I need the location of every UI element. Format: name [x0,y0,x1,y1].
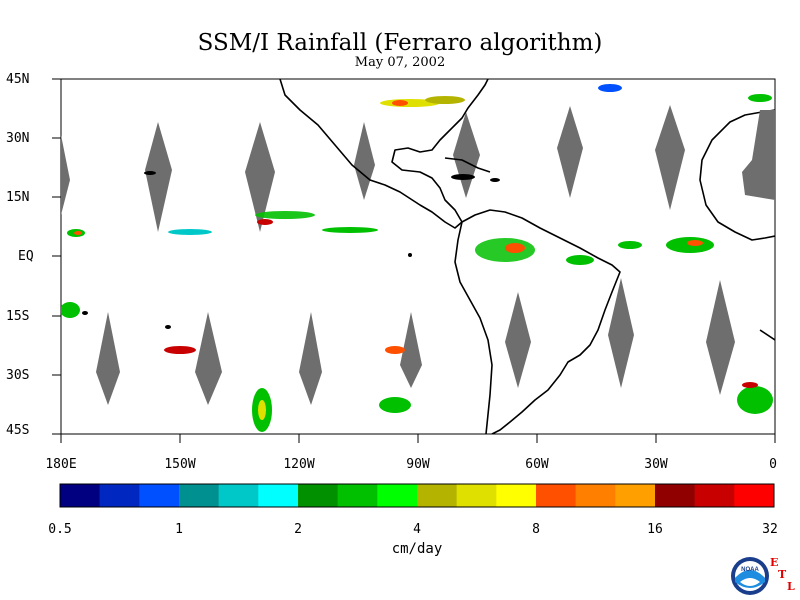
colorbar-swatch [496,484,537,507]
colorbar [60,484,775,507]
colorbar-units: cm/day [391,541,443,557]
lat-label-45s: 45S [6,423,30,438]
colorbar-label-0-5: 0.5 [48,522,72,537]
lon-label-90w: 90W [406,457,430,472]
colorbar-swatch [615,484,656,507]
rainfall-patches [61,84,773,432]
islands [82,171,500,329]
noaa-logo-text: NOAA [741,567,759,573]
etl-letter-l: L [787,580,795,593]
colorbar-swatch [337,484,378,507]
colorbar-swatch [417,484,457,507]
lat-label-30s: 30S [6,368,30,383]
lon-label-180e: 180E [45,457,77,472]
colorbar-swatch [655,484,695,507]
colorbar-swatch [734,484,775,507]
colorbar-label-8: 8 [532,522,540,537]
lon-label-0: 0 [769,457,777,472]
lon-label-60w: 60W [525,457,549,472]
colorbar-label-1: 1 [175,522,183,537]
colorbar-swatch [377,484,418,507]
colorbar-swatch [258,484,299,507]
lat-label-eq: EQ [18,249,34,264]
map-ticks [52,78,776,443]
colorbar-label-32: 32 [762,522,778,537]
colorbar-frame [59,483,775,508]
colorbar-swatch [179,484,219,507]
colorbar-swatch [456,484,497,507]
colorbar-swatch [60,484,100,507]
lon-label-150w: 150W [164,457,196,472]
colorbar-swatch [575,484,616,507]
colorbar-swatch [99,484,140,507]
colorbar-swatch [694,484,735,507]
lat-label-15n: 15N [6,190,30,205]
colorbar-label-2: 2 [294,522,302,537]
lat-label-30n: 30N [6,131,30,146]
lon-label-30w: 30W [644,457,668,472]
map-frame [60,78,776,435]
etl-letter-e: E [770,556,779,569]
chart-title: SSM/I Rainfall (Ferraro algorithm) [197,30,603,56]
date-subtitle: May 07, 2002 [354,55,446,70]
colorbar-label-16: 16 [647,522,663,537]
colorbar-swatch [298,484,338,507]
lat-label-15s: 15S [6,309,30,324]
etl-letter-t: T [778,568,787,581]
noaa-logo-icon: NOAA [731,557,769,595]
colorbar-swatch [218,484,259,507]
colorbar-swatch [536,484,576,507]
lat-label-45n: 45N [6,72,30,87]
lon-label-120w: 120W [283,457,315,472]
coastlines [279,79,775,434]
colorbar-label-4: 4 [413,522,421,537]
colorbar-swatch [139,484,180,507]
missing-swath-land [742,110,775,200]
